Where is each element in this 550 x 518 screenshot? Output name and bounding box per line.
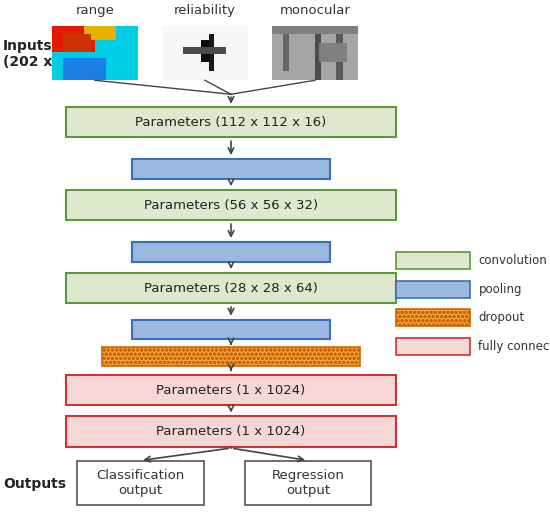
Text: Parameters (1 x 1024): Parameters (1 x 1024) <box>156 425 306 438</box>
Text: fully connected: fully connected <box>478 340 550 353</box>
Text: reliability: reliability <box>174 4 236 17</box>
Bar <box>102 347 360 366</box>
Bar <box>396 281 470 298</box>
Text: convolution: convolution <box>478 254 547 267</box>
Text: Parameters (28 x 28 x 64): Parameters (28 x 28 x 64) <box>144 281 318 295</box>
Bar <box>396 252 470 269</box>
Bar <box>245 461 371 505</box>
Text: Parameters (1 x 1024): Parameters (1 x 1024) <box>156 383 306 397</box>
Text: dropout: dropout <box>478 311 525 324</box>
Text: Parameters (112 x 112 x 16): Parameters (112 x 112 x 16) <box>135 116 327 129</box>
Bar <box>66 190 396 220</box>
Text: monocular: monocular <box>279 4 350 17</box>
Text: Outputs: Outputs <box>3 477 66 492</box>
Text: Regression
output: Regression output <box>272 469 344 497</box>
Bar <box>66 273 396 303</box>
Text: Parameters (56 x 56 x 32): Parameters (56 x 56 x 32) <box>144 198 318 212</box>
Text: Classification
output: Classification output <box>96 469 184 497</box>
Bar <box>396 309 470 326</box>
Bar <box>132 242 330 262</box>
Text: Inputs
(202 x 96): Inputs (202 x 96) <box>3 39 82 69</box>
Bar <box>66 107 396 137</box>
Bar <box>66 416 396 447</box>
Bar <box>132 159 330 179</box>
Bar <box>132 320 330 339</box>
Text: range: range <box>75 4 114 17</box>
Bar <box>396 338 470 355</box>
Bar <box>66 375 396 405</box>
Bar <box>77 461 204 505</box>
Text: pooling: pooling <box>478 283 522 296</box>
